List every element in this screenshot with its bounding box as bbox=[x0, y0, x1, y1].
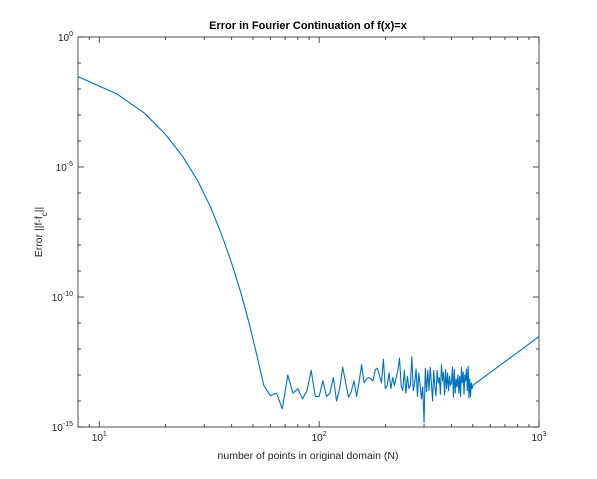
y-tick-label-exponent: -15 bbox=[63, 421, 73, 428]
x-tick-label-base: 10 bbox=[92, 433, 104, 444]
x-tick-label-exponent: 2 bbox=[323, 431, 327, 438]
y-tick-label-exponent: -5 bbox=[67, 161, 73, 168]
y-tick-label-exponent: 0 bbox=[69, 31, 73, 38]
axes-box bbox=[78, 37, 539, 427]
y-tick-label-base: 10 bbox=[52, 423, 64, 434]
x-axis-label: number of points in original domain (N) bbox=[218, 450, 399, 462]
y-tick-label-base: 10 bbox=[58, 33, 70, 44]
chart-title: Error in Fourier Continuation of f(x)=x bbox=[209, 20, 408, 32]
x-tick-label-base: 10 bbox=[312, 433, 324, 444]
y-tick-label-exponent: -10 bbox=[63, 291, 73, 298]
x-tick-label-exponent: 1 bbox=[103, 431, 107, 438]
y-tick-label-base: 10 bbox=[56, 163, 68, 174]
y-tick-label-base: 10 bbox=[52, 293, 64, 304]
x-tick-label-base: 10 bbox=[531, 433, 543, 444]
x-tick-label-exponent: 3 bbox=[543, 431, 547, 438]
